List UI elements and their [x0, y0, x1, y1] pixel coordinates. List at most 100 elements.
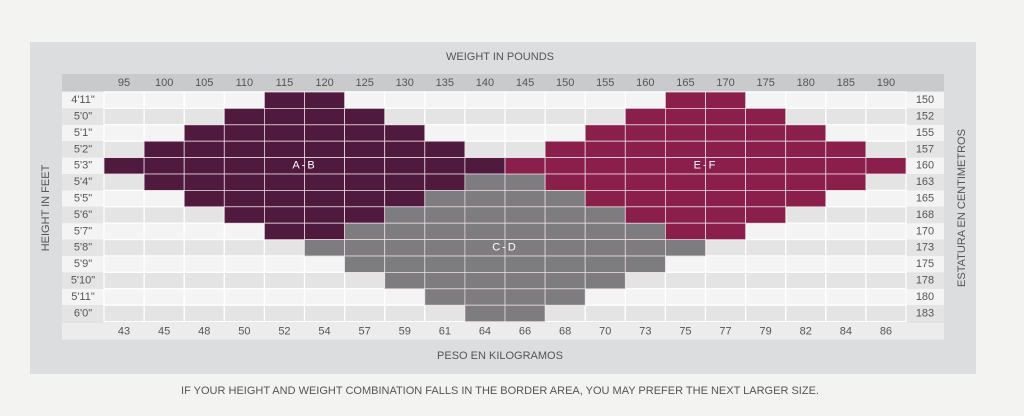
- size-cell: [504, 255, 546, 273]
- pound-label: 105: [195, 77, 213, 89]
- pound-label: 190: [877, 77, 895, 89]
- size-cell: [624, 222, 666, 240]
- row-band: [62, 108, 944, 125]
- size-cell: [424, 255, 466, 273]
- size-cell: [304, 189, 345, 208]
- size-cell: [544, 255, 586, 273]
- size-cell: [384, 271, 426, 290]
- size-cell: [785, 140, 827, 158]
- kg-label: 68: [559, 326, 571, 338]
- height-label: 5'8": [74, 242, 92, 254]
- size-cell: [504, 157, 546, 175]
- size-cell: [424, 157, 466, 175]
- size-cell: [263, 124, 305, 142]
- size-cell: [344, 206, 386, 224]
- size-cell: [464, 222, 506, 240]
- size-cell: [263, 140, 305, 158]
- pound-label: 165: [676, 77, 694, 89]
- pound-label: 180: [797, 77, 815, 89]
- size-cell: [263, 173, 305, 191]
- size-cell: [544, 206, 586, 224]
- size-cell: [384, 173, 426, 191]
- size-cell: [464, 189, 506, 208]
- size-cell: [624, 239, 666, 257]
- size-cell: [624, 124, 666, 142]
- size-cell: [304, 108, 345, 126]
- kg-label: 64: [479, 326, 491, 338]
- height-label: 5'11": [71, 291, 95, 303]
- size-cell: [424, 173, 466, 191]
- size-cell: [624, 157, 666, 175]
- size-cell: [785, 157, 827, 175]
- size-cell: [624, 206, 666, 224]
- size-cell: [103, 157, 145, 175]
- kg-label: 43: [118, 326, 130, 338]
- size-cell: [745, 140, 787, 158]
- height-label: 5'3": [74, 160, 92, 172]
- size-cell: [424, 222, 466, 240]
- size-cell: [544, 288, 586, 306]
- cm-label: 175: [916, 258, 934, 270]
- size-cell: [183, 173, 225, 191]
- size-cell: [785, 173, 827, 191]
- cm-label: 152: [916, 111, 934, 123]
- size-cell: [584, 189, 626, 208]
- size-cell: [705, 189, 746, 208]
- size-cell: [223, 189, 265, 208]
- kg-label: 59: [399, 326, 411, 338]
- size-cell: [544, 157, 586, 175]
- size-cell: [745, 124, 787, 142]
- size-cell: [504, 206, 546, 224]
- size-cell: [344, 239, 386, 257]
- title: WEIGHT IN POUNDS: [446, 51, 554, 63]
- kg-label: 54: [318, 326, 330, 338]
- size-cell: [304, 222, 345, 240]
- size-cell: [504, 222, 546, 240]
- size-cell: [304, 239, 345, 257]
- size-cell: [544, 271, 586, 290]
- size-cell: [183, 140, 225, 158]
- pound-label: 125: [355, 77, 373, 89]
- size-cell: [344, 140, 386, 158]
- pound-label: 170: [716, 77, 734, 89]
- size-cell: [223, 157, 265, 175]
- height-label: 6'0": [74, 307, 92, 319]
- size-cell: [504, 271, 546, 290]
- size-cell: [745, 157, 787, 175]
- kg-label: 66: [519, 326, 531, 338]
- pound-label: 145: [516, 77, 534, 89]
- size-cell: [263, 206, 305, 224]
- size-cell: [785, 124, 827, 142]
- cm-label: 150: [916, 94, 934, 106]
- height-label: 5'7": [74, 225, 92, 237]
- cm-label: 178: [916, 275, 934, 287]
- size-cell: [544, 173, 586, 191]
- size-cell: [344, 157, 386, 175]
- size-label: E-F: [694, 160, 718, 172]
- cm-label: 180: [916, 291, 934, 303]
- pound-label: 160: [636, 77, 654, 89]
- bottom-title: PESO EN KILOGRAMOS: [437, 350, 563, 362]
- size-cell: [745, 189, 787, 208]
- size-cell: [464, 288, 506, 306]
- size-cell: [665, 108, 706, 126]
- size-cell: [304, 206, 345, 224]
- cm-label: 170: [916, 225, 934, 237]
- kg-label: 86: [880, 326, 892, 338]
- size-cell: [304, 140, 345, 158]
- footnote: IF YOUR HEIGHT AND WEIGHT COMBINATION FA…: [181, 385, 819, 397]
- size-cell: [624, 140, 666, 158]
- size-cell: [464, 304, 506, 323]
- pound-label: 150: [556, 77, 574, 89]
- size-cell: [825, 140, 867, 158]
- kg-label: 77: [719, 326, 731, 338]
- size-cell: [384, 206, 426, 224]
- kg-label: 45: [158, 326, 170, 338]
- size-cell: [344, 222, 386, 240]
- size-cell: [143, 140, 185, 158]
- row-band: [62, 92, 944, 109]
- height-label: 5'6": [74, 209, 92, 221]
- size-cell: [544, 189, 586, 208]
- size-cell: [263, 222, 305, 240]
